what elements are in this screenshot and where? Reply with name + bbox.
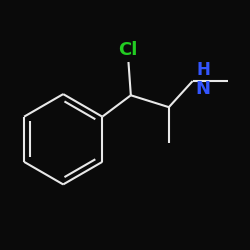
Text: Cl: Cl (118, 41, 137, 59)
Text: H: H (196, 61, 210, 79)
Text: N: N (196, 80, 210, 98)
